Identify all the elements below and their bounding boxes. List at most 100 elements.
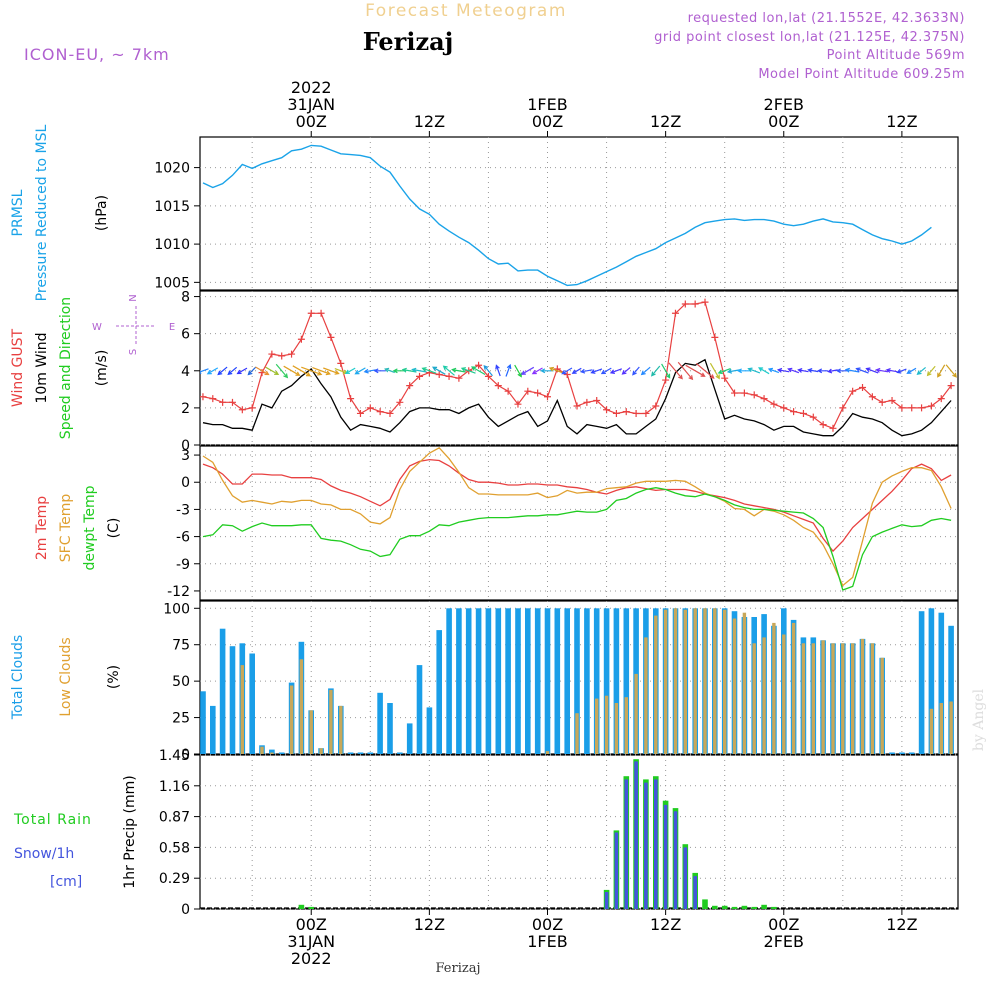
gust-marker [416,372,424,380]
panel-unit: (C) [106,518,122,539]
low-cloud-bar [851,643,855,754]
rain-bar [761,904,767,909]
wind-arrow [776,367,790,373]
rain-bar [298,904,305,909]
low-cloud-bar [644,637,648,754]
low-cloud-bar [742,612,747,754]
wind-arrow [460,367,476,374]
footer-location: Ferizaj [435,961,480,976]
plot-area [202,144,932,287]
y-tick-label: 75 [172,638,190,654]
low-cloud-bar [762,637,766,754]
top-tick-label: 00Z [296,112,327,131]
plot-area [200,759,958,909]
low-cloud-bar [270,752,274,754]
low-cloud-bar [595,698,599,754]
snow-bar [614,832,619,909]
low-cloud-bar [683,609,687,754]
total-cloud-bar [564,608,570,754]
rain-bar [702,899,708,909]
y-tick-label: 0.58 [159,840,190,856]
total-cloud-bar [603,608,610,754]
panel-label-0: 2m Temp [34,496,50,560]
bottom-tick-label: 12Z [886,915,917,934]
wind-arrow [685,364,706,377]
snow-label: Snow/1h [14,846,74,862]
total-cloud-bar [475,608,482,754]
gust-marker [721,374,729,382]
gridpoint-coords: grid point closest lon,lat (21.125E, 42.… [654,30,965,45]
low-cloud-bar [654,615,658,754]
rain-label: Total Rain [13,812,92,828]
gust-marker [317,309,325,317]
y-tick-label: 2 [181,401,190,417]
gust-marker [918,404,926,412]
y-tick-label: 3 [181,448,190,464]
wind-arrow [265,366,280,376]
total-cloud-bar [387,703,393,754]
y-tick-label: 1.45 [159,748,190,764]
wind-arrow [561,367,573,375]
gust-marker [750,391,758,399]
gust-marker [701,298,709,306]
wind-arrow [865,367,879,374]
wind-arrow [579,368,593,374]
gust-marker [937,395,945,403]
low-cloud-bar [949,701,953,754]
panel-label-0: PRMSL [10,189,26,236]
low-cloud-bar [663,609,668,754]
bottom-tick-label: 1FEB [527,932,567,951]
gust-marker [593,396,601,404]
panel-precip: 0 0.29 0.58 0.87 1.16 1.45 Total Rain Snow/1h [c… [13,748,959,918]
low-cloud-bar [703,608,707,754]
total-cloud-bar [544,608,551,754]
total-cloud-bar [278,752,285,754]
wind-arrow [906,367,917,374]
wind-arrow [442,365,455,376]
low-cloud-bar [870,643,875,754]
gust-marker [238,406,246,414]
gust-marker [731,389,739,397]
low-cloud-bar [723,609,727,754]
total-cloud-bar [948,625,954,754]
total-cloud-bar [534,608,541,754]
wind-arrow [217,366,228,376]
gust-marker [278,352,286,360]
gust-marker [347,395,355,403]
bottom-tick-label: 31JAN [287,932,335,951]
panel-label-1: Pressure Reduced to MSL [34,124,50,301]
low-cloud-bar [772,622,776,754]
gust-marker [809,413,817,421]
wind-arrow [709,362,720,380]
gust-marker [534,389,542,397]
gust-marker [740,389,748,397]
gust-marker [435,370,443,378]
gust-marker [475,361,483,369]
snow-bar [654,779,658,909]
low-cloud-bar [614,703,619,754]
low-cloud-bar [801,643,806,754]
panel-unit: 1hr Precip (mm) [122,775,138,888]
wind-arrow [797,368,809,373]
total-cloud-bar [505,608,511,754]
panel-unit: (m/s) [94,350,110,387]
wind-arrow [354,367,366,375]
wind-arrow [855,367,869,374]
wind-arrow [835,368,849,374]
wind-arrow [531,367,543,375]
wind-arrow [875,367,889,373]
total-cloud-bar [918,611,925,754]
total-cloud-bar [397,752,403,754]
top-tick-label: 2022 [291,78,332,97]
low-cloud-bar [319,748,323,754]
wind-arrow [916,366,926,376]
total-cloud-bar [219,628,226,754]
snow-unit-label: [cm] [50,874,82,890]
low-cloud-bar [841,643,845,754]
plot-area [200,298,957,437]
y-tick-label: -3 [176,502,190,518]
wind-arrow [323,367,340,375]
